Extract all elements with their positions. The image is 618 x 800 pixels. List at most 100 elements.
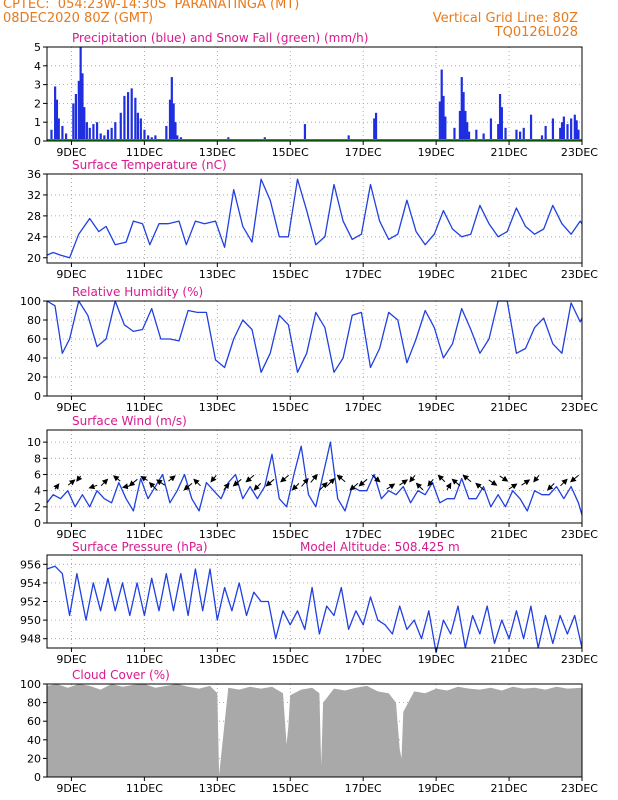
panel-3: Relative Humidity (%) 0 20 40 60 80 100 9DEC 11D… [20, 285, 598, 414]
panel-6: Cloud Cover (%) 0 20 40 60 80 100 9DEC 11DEC 13DE… [20, 668, 598, 795]
wind-vector [508, 483, 518, 490]
panel-2: Surface Temperature (nC) 20 24 28 32 36 9DEC 11… [27, 158, 598, 281]
precip-bar [529, 114, 533, 141]
precip-bar [85, 122, 88, 141]
x-tick-label: 19DEC [418, 268, 455, 281]
wind-vector [427, 479, 434, 487]
panel-title: Cloud Cover (%) [72, 668, 170, 682]
precip-bar [54, 86, 57, 141]
precip-bar [176, 135, 179, 141]
x-tick-label: 15DEC [272, 653, 309, 666]
wind-vector [301, 477, 309, 487]
precip-bar [347, 135, 350, 141]
panel-frame [46, 683, 583, 778]
precip-bar [442, 95, 445, 141]
wind-vector [280, 474, 289, 483]
y-tick-label: 1 [34, 116, 41, 129]
x-tick-label: 21DEC [491, 401, 528, 414]
x-tick-label: 21DEC [491, 782, 528, 795]
y-tick-label: 28 [27, 210, 41, 223]
x-tick-label: 19DEC [418, 653, 455, 666]
precip-bar [303, 124, 307, 141]
precip-bar [500, 107, 503, 141]
y-tick-label: 36 [27, 168, 41, 181]
precip-bar [77, 80, 80, 141]
x-tick-label: 17DEC [345, 401, 382, 414]
precip-bar [570, 118, 573, 141]
precip-bar [165, 125, 168, 141]
x-tick-label: 23DEC [561, 782, 598, 795]
panel-title: Surface Pressure (hPa) [72, 540, 208, 554]
wind-vector [358, 478, 368, 487]
x-tick-label: 11DEC [126, 653, 163, 666]
wind-vector [76, 475, 83, 482]
precip-bar [123, 95, 126, 141]
panel-title: Surface Temperature (nC) [72, 158, 227, 172]
model-code: TQ0126L028 [494, 25, 578, 40]
precip-bar [126, 92, 130, 141]
x-tick-label: 11DEC [126, 782, 163, 795]
precip-bar [92, 124, 95, 141]
panel-frame [46, 300, 583, 397]
y-tick-label: 6 [34, 468, 41, 481]
x-tick-label: 19DEC [418, 146, 455, 159]
x-tick-label: 13DEC [199, 782, 236, 795]
y-tick-label: 60 [27, 333, 41, 346]
precip-bar [154, 135, 157, 141]
precip-bar [575, 120, 578, 141]
wind-vector [445, 482, 452, 491]
x-tick-label: 19DEC [418, 528, 455, 541]
wind-vector [168, 475, 176, 482]
x-tick-label: 23DEC [561, 653, 598, 666]
x-tick-label: 9DEC [56, 401, 86, 414]
x-tick-label: 17DEC [345, 146, 382, 159]
wind-vector [462, 474, 472, 483]
chart-panels: Precipitation (blue) and Snow Fall (gree… [20, 31, 598, 795]
y-tick-label: 956 [20, 558, 41, 571]
panel-4: Surface Wind (m/s) 0 2 4 6 8 10 9DEC 11DEC 13DEC 1… [27, 414, 598, 541]
y-tick-label: 40 [27, 734, 41, 747]
x-tick-label: 21DEC [491, 653, 528, 666]
panel-frame [46, 46, 583, 142]
wind-vector [121, 483, 130, 490]
x-tick-label: 23DEC [561, 268, 598, 281]
wind-vector [437, 474, 446, 483]
precip-bar [464, 110, 467, 141]
precip-bar [88, 127, 91, 141]
y-tick-label: 20 [27, 752, 41, 765]
x-tick-label: 11DEC [126, 146, 163, 159]
x-tick-label: 17DEC [345, 653, 382, 666]
wind-vector [67, 479, 76, 486]
precip-bar [143, 129, 146, 141]
wind-vector [253, 483, 262, 491]
y-tick-label: 2 [34, 97, 41, 110]
wind-vector [521, 479, 531, 486]
vertical-grid-note: Vertical Grid Line: 80Z [432, 11, 578, 26]
y-tick-label: 20 [27, 252, 41, 265]
precip-bar [106, 129, 110, 141]
precip-bar [440, 69, 443, 141]
precip-bar [64, 133, 68, 141]
wind-vector [148, 482, 158, 491]
x-tick-label: 13DEC [199, 401, 236, 414]
x-tick-label: 15DEC [272, 268, 309, 281]
precip-bar [57, 118, 60, 141]
precip-bar [466, 122, 469, 141]
precip-bar [475, 129, 478, 141]
precip-bar [79, 47, 82, 141]
wind-vector [156, 479, 165, 486]
wind-vector [371, 474, 381, 483]
precip-bar [139, 118, 142, 141]
wind-vector [399, 479, 409, 486]
precip-bar [168, 99, 172, 141]
y-tick-label: 80 [27, 697, 41, 710]
x-tick-label: 11DEC [126, 268, 163, 281]
wind-vector [499, 475, 509, 482]
y-tick-label: 32 [27, 189, 41, 202]
precip-bar [462, 92, 465, 141]
y-tick-label: 24 [27, 231, 41, 244]
y-tick-label: 8 [34, 452, 41, 465]
wind-vector [310, 473, 318, 483]
y-tick-label: 0 [34, 517, 41, 530]
x-tick-label: 13DEC [199, 268, 236, 281]
